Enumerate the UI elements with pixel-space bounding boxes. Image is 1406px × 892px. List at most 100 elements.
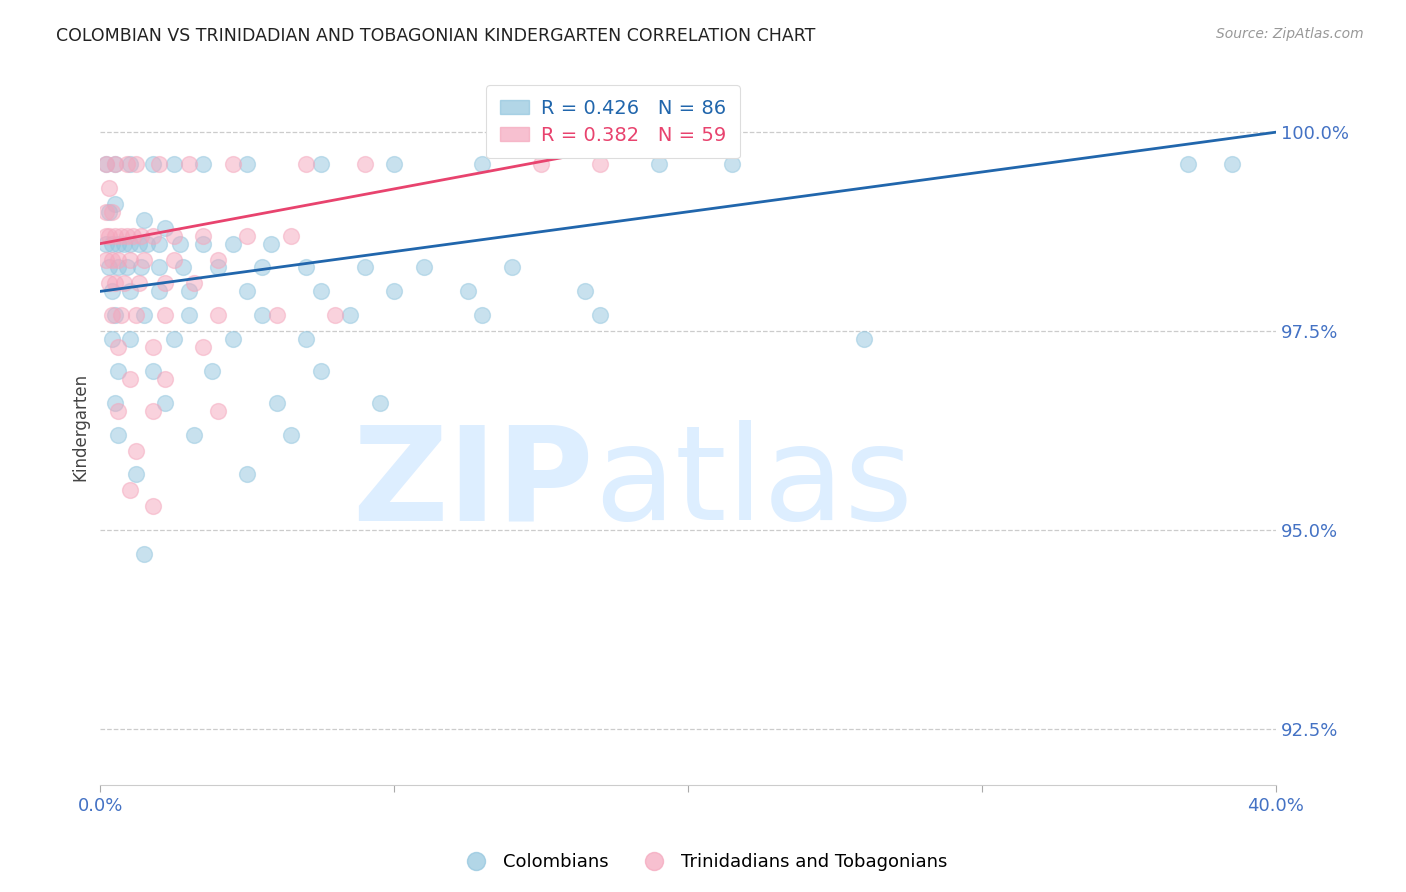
- Point: [193, 236, 215, 251]
- Point: [295, 260, 318, 275]
- Point: [207, 260, 229, 275]
- Point: [172, 260, 194, 275]
- Point: [207, 403, 229, 417]
- Point: [309, 364, 332, 378]
- Point: [115, 157, 138, 171]
- Point: [101, 332, 124, 346]
- Point: [96, 228, 118, 243]
- Point: [101, 252, 124, 267]
- Point: [295, 157, 318, 171]
- Point: [457, 285, 479, 299]
- Point: [115, 260, 138, 275]
- Point: [295, 332, 318, 346]
- Point: [131, 228, 153, 243]
- Point: [153, 396, 176, 410]
- Point: [260, 236, 283, 251]
- Point: [96, 252, 118, 267]
- Point: [104, 157, 127, 171]
- Point: [118, 332, 141, 346]
- Point: [193, 157, 215, 171]
- Point: [530, 157, 553, 171]
- Point: [136, 236, 159, 251]
- Point: [98, 204, 121, 219]
- Point: [501, 260, 523, 275]
- Point: [115, 228, 138, 243]
- Point: [110, 308, 132, 322]
- Point: [471, 308, 494, 322]
- Point: [201, 364, 224, 378]
- Point: [148, 285, 170, 299]
- Point: [163, 332, 186, 346]
- Point: [153, 220, 176, 235]
- Point: [124, 443, 146, 458]
- Point: [124, 467, 146, 482]
- Point: [107, 364, 129, 378]
- Point: [163, 228, 186, 243]
- Point: [118, 372, 141, 386]
- Point: [1220, 157, 1243, 171]
- Point: [142, 364, 165, 378]
- Point: [183, 277, 205, 291]
- Point: [104, 196, 127, 211]
- Point: [124, 308, 146, 322]
- Point: [177, 308, 200, 322]
- Point: [163, 157, 186, 171]
- Point: [266, 396, 288, 410]
- Point: [236, 157, 259, 171]
- Point: [118, 236, 141, 251]
- Point: [266, 308, 288, 322]
- Point: [177, 157, 200, 171]
- Point: [134, 547, 156, 561]
- Point: [280, 427, 302, 442]
- Legend: R = 0.426   N = 86, R = 0.382   N = 59: R = 0.426 N = 86, R = 0.382 N = 59: [486, 86, 740, 159]
- Point: [101, 285, 124, 299]
- Point: [325, 308, 347, 322]
- Point: [104, 396, 127, 410]
- Point: [1177, 157, 1199, 171]
- Point: [107, 340, 129, 354]
- Legend: Colombians, Trinidadians and Tobagonians: Colombians, Trinidadians and Tobagonians: [451, 847, 955, 879]
- Point: [153, 277, 176, 291]
- Point: [121, 228, 143, 243]
- Point: [169, 236, 191, 251]
- Point: [101, 308, 124, 322]
- Point: [309, 285, 332, 299]
- Point: [128, 236, 150, 251]
- Point: [574, 285, 596, 299]
- Point: [124, 157, 146, 171]
- Point: [101, 204, 124, 219]
- Y-axis label: Kindergarten: Kindergarten: [72, 373, 89, 481]
- Point: [250, 308, 273, 322]
- Point: [118, 157, 141, 171]
- Text: Source: ZipAtlas.com: Source: ZipAtlas.com: [1216, 27, 1364, 41]
- Point: [107, 252, 129, 267]
- Point: [183, 427, 205, 442]
- Point: [96, 236, 118, 251]
- Point: [107, 403, 129, 417]
- Point: [589, 308, 612, 322]
- Text: ZIP: ZIP: [353, 420, 595, 548]
- Point: [134, 308, 156, 322]
- Point: [221, 236, 243, 251]
- Point: [221, 332, 243, 346]
- Point: [148, 157, 170, 171]
- Point: [236, 285, 259, 299]
- Point: [412, 260, 434, 275]
- Point: [368, 396, 391, 410]
- Point: [112, 236, 135, 251]
- Point: [207, 308, 229, 322]
- Point: [142, 157, 165, 171]
- Point: [236, 467, 259, 482]
- Point: [648, 157, 671, 171]
- Point: [236, 228, 259, 243]
- Point: [382, 157, 405, 171]
- Point: [118, 252, 141, 267]
- Point: [589, 157, 612, 171]
- Point: [134, 252, 156, 267]
- Point: [98, 277, 121, 291]
- Point: [107, 427, 129, 442]
- Point: [193, 228, 215, 243]
- Point: [112, 277, 135, 291]
- Point: [118, 483, 141, 498]
- Point: [148, 260, 170, 275]
